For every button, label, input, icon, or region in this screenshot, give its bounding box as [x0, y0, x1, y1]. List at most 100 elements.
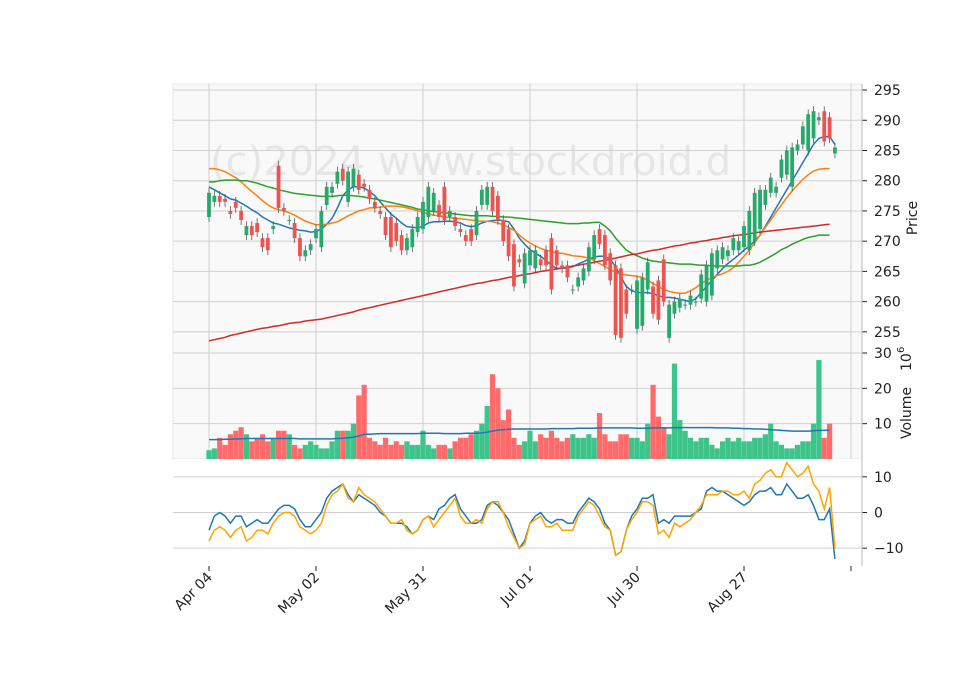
candle-body — [774, 186, 778, 193]
volume-bar — [543, 437, 549, 459]
volume-tick-label: 30 — [874, 346, 892, 362]
volume-bar — [334, 430, 340, 459]
candle-body — [330, 186, 334, 193]
candle-body — [431, 192, 436, 211]
volume-bar — [666, 434, 672, 459]
candle-body — [677, 298, 682, 308]
candle-body — [693, 301, 698, 303]
candle-body — [479, 189, 484, 205]
volume-bar — [420, 430, 426, 459]
candle-body — [827, 117, 832, 139]
candle-body — [458, 229, 463, 233]
candle-body — [624, 289, 629, 314]
candle-body — [346, 171, 350, 202]
volume-bar — [275, 430, 282, 459]
volume-bar — [329, 441, 335, 459]
candle-body — [747, 210, 752, 251]
volume-bar — [479, 423, 485, 459]
volume-bar — [318, 448, 324, 459]
candle-body — [640, 277, 645, 326]
candle-body — [800, 126, 805, 145]
candle-body — [356, 174, 361, 190]
watermark-text: (c)2024 www.stockdroid.d — [210, 139, 731, 185]
candle-body — [629, 289, 634, 291]
volume-bar — [580, 437, 587, 459]
candle-body — [437, 204, 441, 217]
volume-bar — [211, 448, 217, 459]
oscillator-line-1 — [208, 482, 836, 559]
candle-body — [565, 265, 570, 278]
volume-bar — [773, 441, 779, 459]
candle-body — [405, 238, 409, 251]
candle-body — [538, 259, 543, 266]
volume-bar — [495, 388, 501, 459]
candle-body — [736, 241, 741, 251]
volume-bar — [206, 450, 212, 459]
moving-average-line-2 — [209, 167, 830, 294]
oscillator-line-2 — [208, 461, 836, 557]
candle-body — [811, 111, 816, 139]
candle-body — [795, 144, 800, 151]
candle-body — [367, 189, 372, 199]
volume-bar — [752, 437, 758, 459]
candle-body — [212, 195, 217, 202]
moving-average-line-4 — [208, 223, 830, 342]
candle-body — [271, 226, 276, 230]
volume-bar — [399, 444, 405, 459]
volume-bar — [554, 437, 560, 459]
volume-bar — [762, 434, 768, 459]
candle-body — [683, 304, 688, 306]
volume-bar — [425, 444, 431, 459]
price-tick-label: 295 — [874, 83, 901, 99]
candle-body — [233, 201, 238, 208]
candle-body — [265, 238, 270, 251]
volume-bar — [538, 434, 544, 459]
candle-body — [244, 226, 249, 236]
volume-bar — [265, 441, 271, 459]
volume-bar — [259, 434, 266, 459]
candle-body — [228, 210, 233, 214]
volume-bar — [618, 434, 624, 459]
volume-bar — [527, 430, 533, 459]
candle-body — [688, 295, 693, 305]
volume-bar — [730, 441, 736, 459]
volume-bar — [794, 444, 801, 459]
candle-body — [255, 223, 260, 233]
volume-bar — [532, 441, 538, 459]
price-tick-label: 275 — [874, 204, 901, 220]
volume-bar — [613, 441, 619, 459]
candle-body — [581, 268, 586, 281]
candle-body — [340, 168, 345, 181]
volume-bar — [789, 448, 795, 459]
candle-body — [592, 235, 597, 260]
volume-bar — [725, 437, 731, 459]
candle-body — [389, 216, 393, 248]
candle-body — [372, 201, 377, 208]
volume-bar — [254, 437, 260, 459]
candle-body — [335, 171, 340, 184]
x-tick-label: Jul 30 — [604, 570, 644, 610]
volume-bar — [388, 444, 394, 459]
candle-body — [833, 147, 837, 154]
candle-body — [806, 114, 811, 151]
candle-body — [613, 265, 618, 335]
candle-body — [442, 186, 447, 221]
volume-bar — [784, 448, 790, 459]
oscillator-tick-label: 10 — [874, 470, 892, 486]
volume-bar — [366, 437, 373, 459]
volume-tick-label: 20 — [874, 381, 892, 397]
candle-body — [779, 159, 784, 178]
candle-body — [239, 210, 243, 221]
candle-body — [308, 244, 313, 251]
candle-body — [463, 235, 468, 242]
volume-bar — [452, 441, 458, 459]
volume-bar — [393, 441, 399, 459]
candle-body — [720, 247, 725, 260]
volume-exponent-base: 10 — [899, 353, 915, 371]
price-tick-label: 265 — [874, 264, 901, 280]
volume-moving-average-line — [209, 426, 830, 441]
candle-body — [485, 186, 490, 205]
volume-bar — [800, 441, 806, 459]
candle-body — [758, 189, 762, 230]
